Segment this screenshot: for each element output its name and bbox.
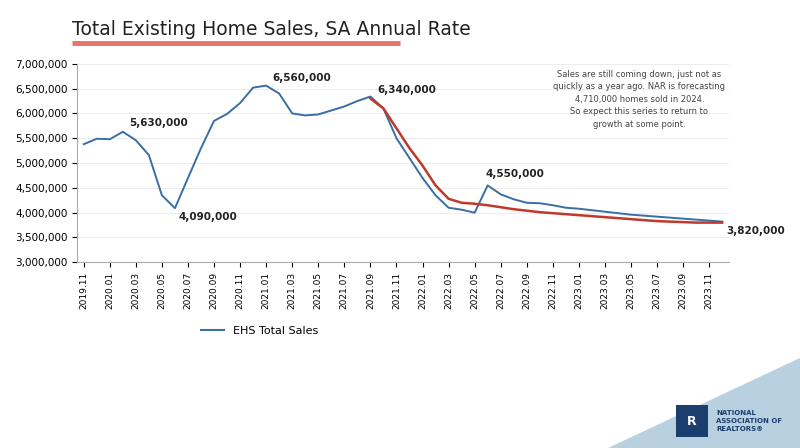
Text: 6,560,000: 6,560,000 — [273, 73, 331, 83]
Text: 6,340,000: 6,340,000 — [377, 85, 436, 95]
Text: Total Existing Home Sales, SA Annual Rate: Total Existing Home Sales, SA Annual Rat… — [72, 20, 470, 39]
Text: NATIONAL
ASSOCIATION OF
REALTORS®: NATIONAL ASSOCIATION OF REALTORS® — [716, 410, 782, 432]
Text: 5,630,000: 5,630,000 — [130, 118, 188, 128]
Text: R: R — [687, 414, 697, 428]
Text: 4,090,000: 4,090,000 — [179, 211, 238, 222]
Text: 3,820,000: 3,820,000 — [726, 225, 785, 236]
Text: 4,550,000: 4,550,000 — [485, 169, 544, 180]
Text: Sales are still coming down, just not as
quickly as a year ago. NAR is forecasti: Sales are still coming down, just not as… — [554, 70, 726, 129]
Legend: EHS Total Sales: EHS Total Sales — [197, 321, 322, 340]
